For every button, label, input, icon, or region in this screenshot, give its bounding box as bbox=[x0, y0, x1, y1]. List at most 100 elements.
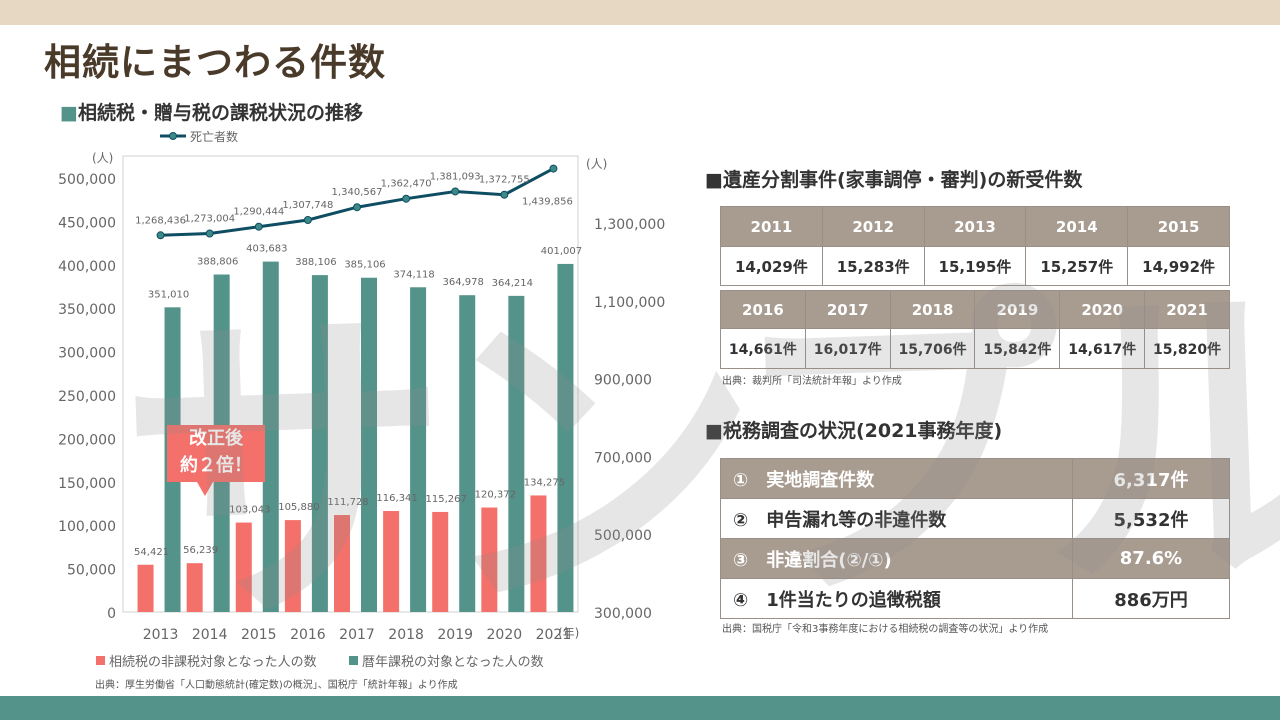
bar-non-taxable bbox=[383, 511, 400, 612]
estate-year: 2017 bbox=[804, 290, 891, 329]
x-tick-label: 2019 bbox=[437, 627, 473, 643]
bar-calendar-tax bbox=[361, 277, 377, 612]
legend-line-label: 死亡者数 bbox=[190, 129, 238, 144]
x-tick-label: 2020 bbox=[487, 627, 523, 643]
bar-non-taxable bbox=[284, 520, 301, 612]
chart-heading: ■相続税・贈与税の課税状況の推移 bbox=[60, 102, 363, 124]
deaths-label: 1,307,748 bbox=[282, 200, 333, 211]
x-tick-label: 2017 bbox=[339, 627, 375, 643]
legend-calendar-tax-label: 暦年課税の対象となった人の数 bbox=[362, 654, 544, 670]
bar-non-taxable-label: 105,880 bbox=[278, 502, 319, 513]
bar-non-taxable bbox=[481, 507, 498, 612]
estate-source: 出典：裁判所「司法統計年報」より作成 bbox=[722, 376, 902, 387]
right-tick-label: 1,100,000 bbox=[594, 295, 665, 311]
estate-count: 14,992件 bbox=[1127, 246, 1230, 286]
x-tick-label: 2016 bbox=[290, 627, 326, 643]
tax-status-chart: 0 50,000 100,000 150,000 200,000 250,000 300,0… bbox=[58, 129, 665, 670]
table-row: ③ 非違割合(②/①) 87.6% bbox=[720, 538, 1230, 579]
left-tick-label: 150,000 bbox=[58, 476, 116, 492]
deaths-label: 1,273,004 bbox=[184, 214, 235, 225]
bar-non-taxable bbox=[235, 522, 252, 612]
left-tick-label: 350,000 bbox=[58, 302, 116, 318]
left-tick-label: 400,000 bbox=[58, 259, 116, 275]
bar-non-taxable-label: 116,341 bbox=[376, 493, 417, 504]
tax-heading-text: 税務調査の状況(2021事務年度) bbox=[722, 420, 1003, 442]
chart-source: 出典：厚生労働省「人口動態統計(確定数)の概況」、国税庁「統計年報」より作成 bbox=[95, 680, 458, 691]
bar-non-taxable bbox=[186, 563, 203, 612]
estate-heading: ■遺産分割事件(家事調停・審判)の新受件数 bbox=[705, 169, 1083, 191]
tax-audit-table: ① 実地調査件数 6,317件 ② 申告漏れ等の非違件数 5,532件 ③ 非違… bbox=[720, 458, 1230, 619]
legend-non-taxable-swatch bbox=[96, 656, 105, 665]
tax-row-label: ② 申告漏れ等の非違件数 bbox=[720, 498, 1073, 539]
table-row: ④ 1件当たりの追徴税額 886万円 bbox=[720, 578, 1230, 619]
tax-row-value: 886万円 bbox=[1072, 578, 1230, 619]
bar-calendar-tax bbox=[262, 261, 279, 612]
deaths-point bbox=[402, 194, 411, 203]
estate-count: 14,661件 bbox=[720, 328, 806, 369]
tax-row-label: ④ 1件当たりの追徴税額 bbox=[720, 578, 1073, 619]
estate-year: 2019 bbox=[974, 290, 1061, 329]
x-axis-unit: (年) bbox=[558, 626, 579, 640]
bar-non-taxable-label: 111,728 bbox=[327, 497, 368, 508]
left-tick-label: 200,000 bbox=[58, 432, 116, 448]
estate-count: 15,706件 bbox=[889, 328, 976, 369]
deaths-point bbox=[549, 164, 558, 173]
bar-calendar-tax bbox=[311, 275, 328, 612]
deaths-label: 1,268,436 bbox=[135, 215, 186, 226]
estate-year: 2015 bbox=[1127, 206, 1230, 247]
deaths-label: 1,381,093 bbox=[430, 171, 481, 182]
bar-calendar-tax-label: 388,806 bbox=[197, 257, 238, 268]
estate-table-1: 2011 2012 2013 2014 2015 14,029件 15,283件… bbox=[720, 206, 1230, 286]
estate-year: 2011 bbox=[720, 206, 823, 247]
bar-calendar-tax bbox=[459, 295, 476, 612]
estate-count: 15,283件 bbox=[821, 246, 925, 286]
plot-frame bbox=[122, 155, 579, 613]
tax-heading: ■税務調査の状況(2021事務年度) bbox=[705, 420, 1003, 442]
left-tick-label: 100,000 bbox=[58, 519, 116, 535]
callout-line1: 改正後 bbox=[189, 428, 243, 449]
estate-heading-text: 遺産分割事件(家事調停・審判)の新受件数 bbox=[722, 169, 1083, 191]
estate-year: 2018 bbox=[889, 290, 976, 329]
deaths-label: 1,290,444 bbox=[233, 207, 284, 218]
top-banner bbox=[0, 0, 1280, 25]
deaths-point bbox=[205, 229, 214, 238]
bar-calendar-tax bbox=[410, 287, 427, 612]
callout-line2: 約２倍！ bbox=[180, 455, 252, 476]
estate-count: 15,820件 bbox=[1144, 328, 1230, 369]
left-tick-label: 0 bbox=[107, 606, 116, 622]
deaths-point bbox=[303, 215, 312, 224]
bar-non-taxable bbox=[432, 511, 449, 612]
estate-count: 16,017件 bbox=[804, 328, 891, 369]
tax-row-value: 5,532件 bbox=[1072, 498, 1230, 539]
right-tick-label: 500,000 bbox=[594, 528, 652, 544]
left-axis-unit: (人) bbox=[92, 151, 113, 165]
bar-calendar-tax-label: 403,683 bbox=[246, 244, 287, 255]
bar-non-taxable-label: 115,267 bbox=[426, 494, 467, 505]
estate-year: 2016 bbox=[720, 290, 806, 329]
tax-row-label: ① 実地調査件数 bbox=[720, 458, 1073, 499]
bar-calendar-tax bbox=[557, 263, 574, 612]
right-tick-label: 300,000 bbox=[594, 606, 652, 622]
bar-non-taxable-label: 103,043 bbox=[229, 505, 270, 516]
left-tick-label: 250,000 bbox=[58, 389, 116, 405]
right-axis-unit: (人) bbox=[586, 157, 607, 171]
bar-calendar-tax-label: 401,007 bbox=[541, 246, 582, 257]
bar-calendar-tax-label: 388,106 bbox=[295, 257, 336, 268]
estate-year: 2013 bbox=[923, 206, 1027, 247]
bar-non-taxable-label: 120,372 bbox=[475, 490, 516, 501]
right-tick-label: 700,000 bbox=[594, 450, 652, 466]
bar-non-taxable-label: 54,421 bbox=[134, 547, 169, 558]
chart-heading-text: 相続税・贈与税の課税状況の推移 bbox=[77, 102, 363, 124]
right-tick-label: 900,000 bbox=[594, 373, 652, 389]
deaths-point bbox=[500, 190, 509, 199]
estate-table-2: 2016 2017 2018 2019 2020 2021 14,661件 16… bbox=[720, 290, 1230, 369]
x-tick-label: 2015 bbox=[241, 627, 277, 643]
right-tick-label: 1,300,000 bbox=[594, 217, 665, 233]
deaths-point bbox=[254, 222, 263, 231]
bar-non-taxable-label: 56,239 bbox=[183, 545, 218, 556]
left-tick-label: 50,000 bbox=[67, 563, 116, 579]
x-tick-label: 2018 bbox=[388, 627, 424, 643]
estate-count: 15,195件 bbox=[923, 246, 1027, 286]
estate-year: 2020 bbox=[1059, 290, 1146, 329]
bar-calendar-tax-label: 385,106 bbox=[344, 260, 385, 271]
